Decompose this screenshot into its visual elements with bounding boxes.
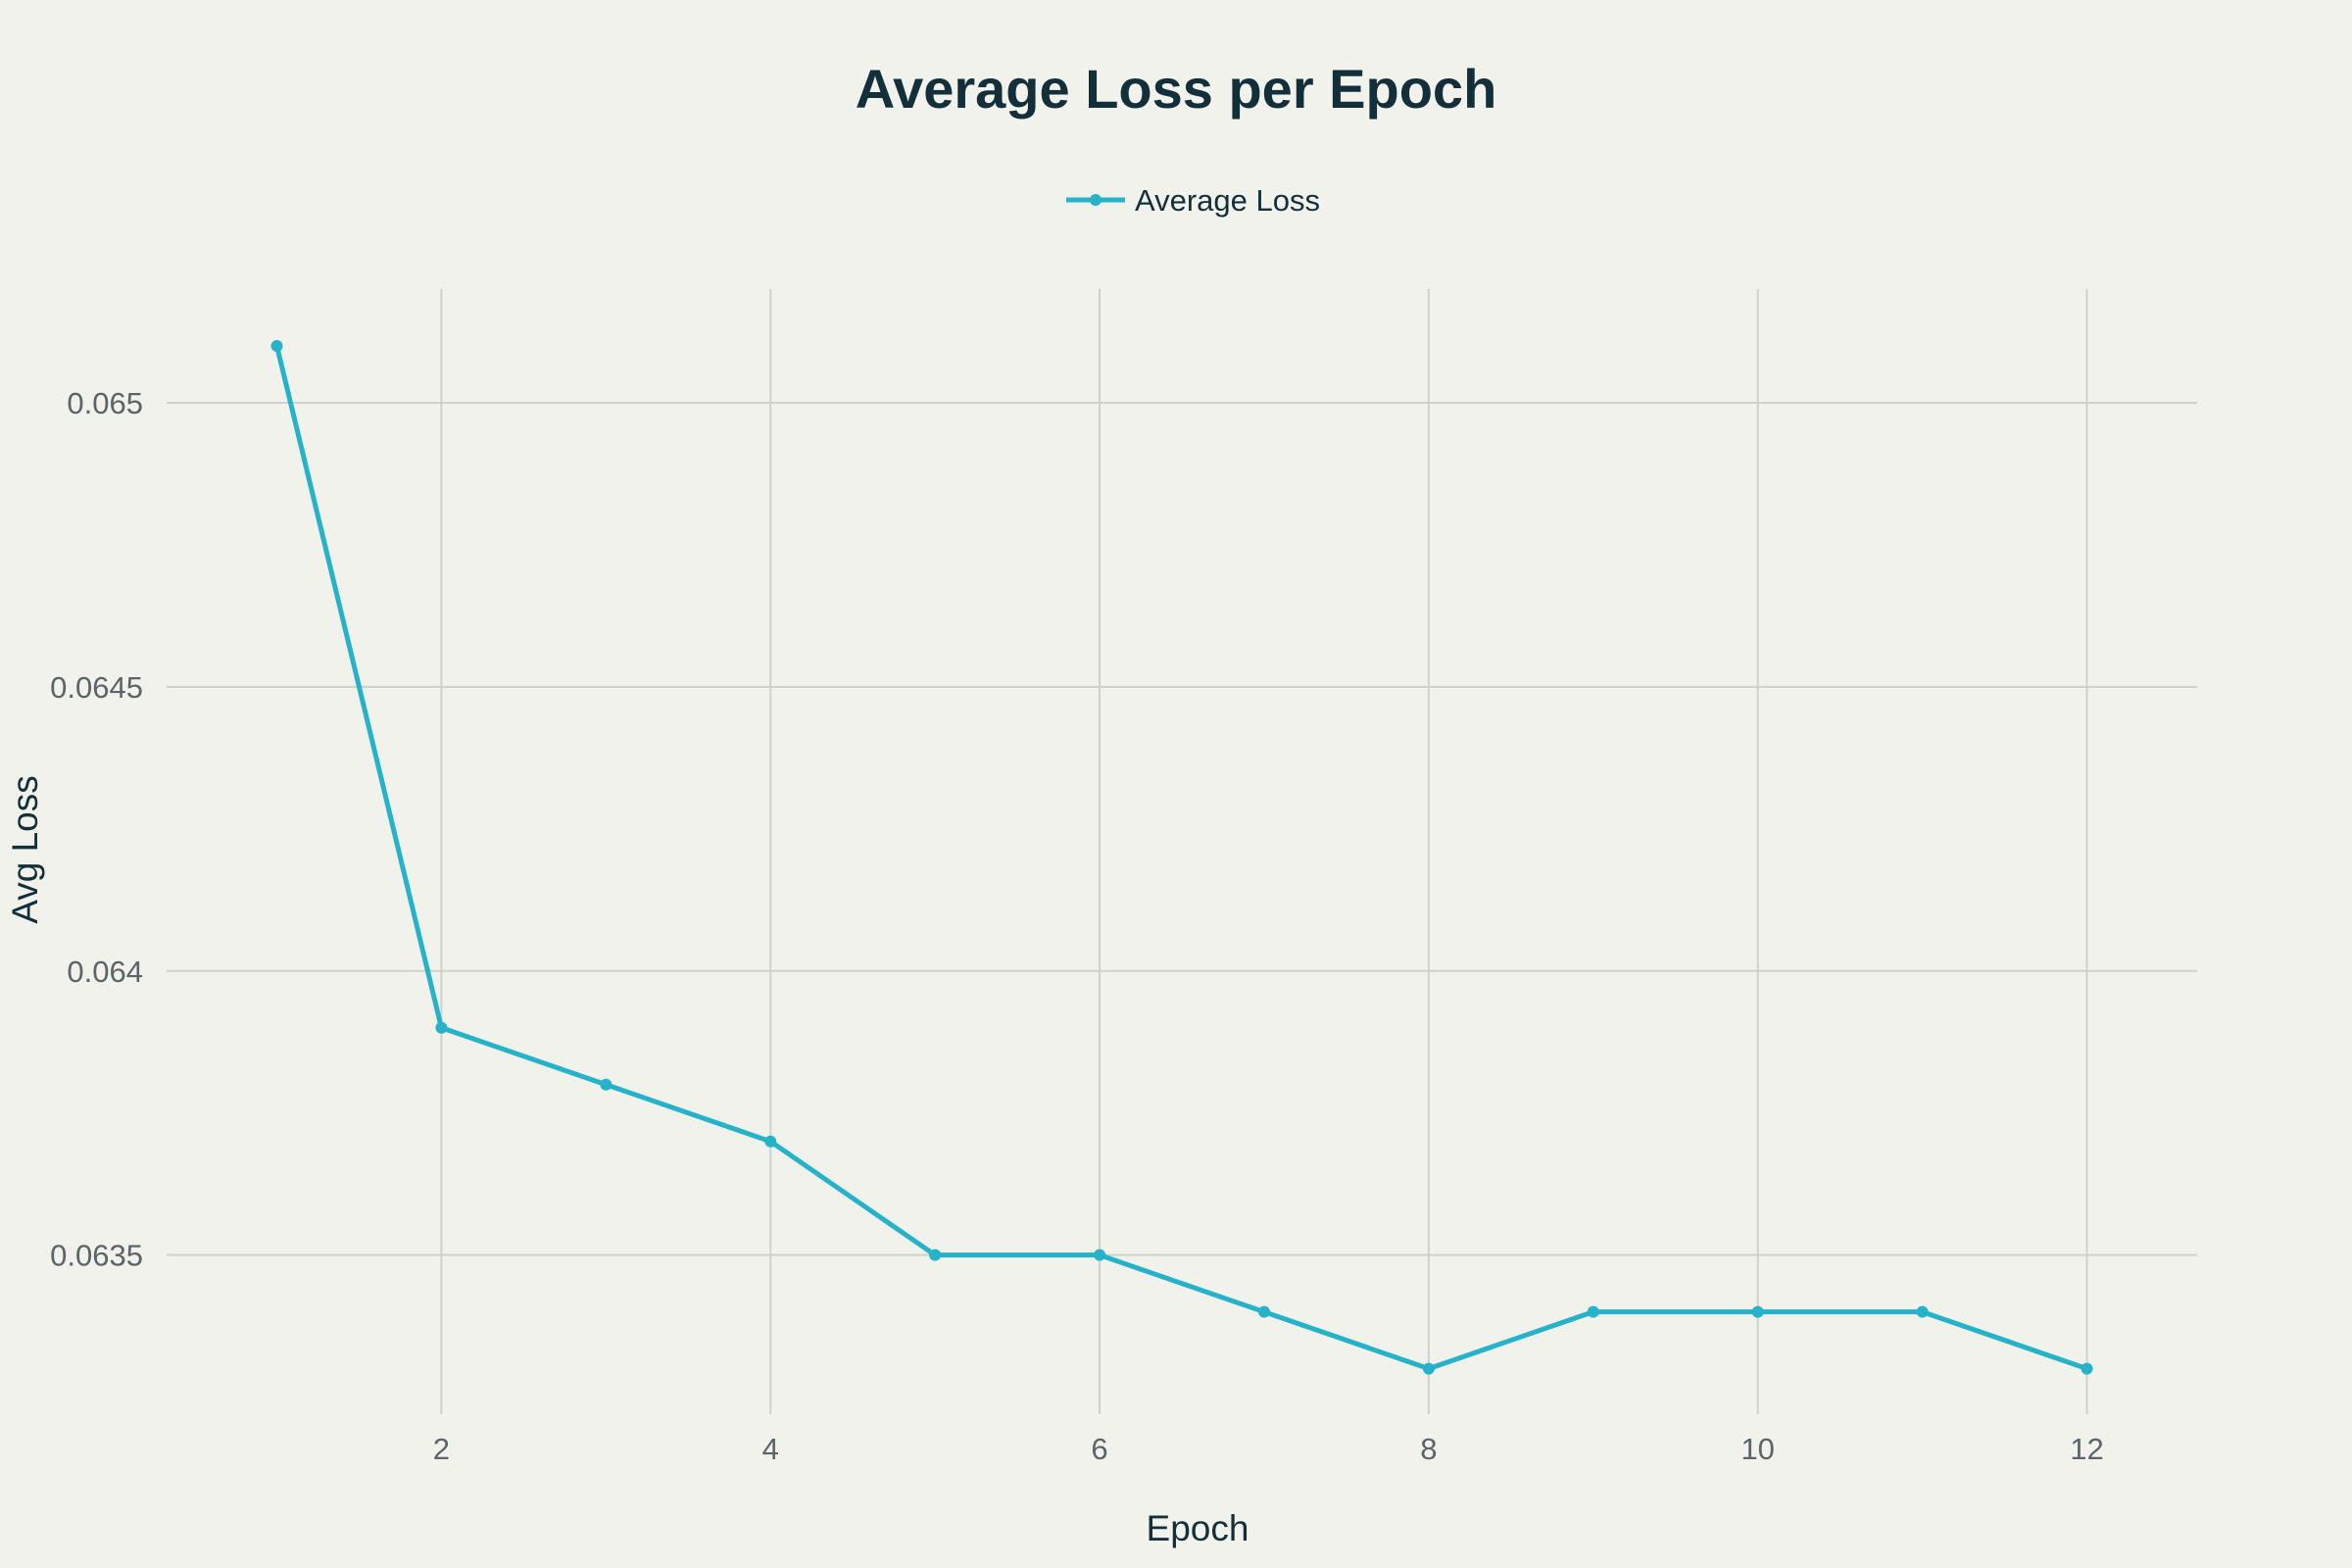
x-tick-label: 12 — [2070, 1432, 2103, 1466]
data-point[interactable] — [1587, 1305, 1599, 1318]
data-point[interactable] — [2081, 1362, 2093, 1375]
data-point[interactable] — [1916, 1305, 1929, 1318]
data-point[interactable] — [1094, 1249, 1106, 1261]
gridlines — [167, 289, 2197, 1414]
axes: 0.0635 0.064 0.0645 0.065 2 4 6 8 10 12 — [50, 386, 2104, 1466]
data-point[interactable] — [764, 1135, 777, 1148]
legend-label: Average Loss — [1135, 183, 1320, 218]
legend[interactable]: Average Loss — [1066, 183, 1320, 218]
data-point[interactable] — [435, 1021, 448, 1034]
data-point[interactable] — [1751, 1305, 1764, 1318]
data-point[interactable] — [1257, 1305, 1270, 1318]
x-tick-label: 6 — [1091, 1432, 1107, 1466]
x-tick-label: 10 — [1740, 1432, 1774, 1466]
y-tick-label: 0.065 — [67, 386, 143, 420]
chart-title: Average Loss per Epoch — [855, 58, 1497, 120]
y-axis-title: Avg Loss — [5, 775, 45, 924]
y-tick-label: 0.0635 — [50, 1239, 143, 1273]
series-layer — [270, 339, 2093, 1375]
data-point[interactable] — [600, 1078, 612, 1091]
y-tick-label: 0.0645 — [50, 670, 143, 705]
data-point[interactable] — [270, 339, 283, 352]
x-tick-label: 8 — [1420, 1432, 1437, 1466]
data-point[interactable] — [1422, 1362, 1435, 1375]
x-tick-label: 2 — [433, 1432, 450, 1466]
series-line — [274, 343, 2089, 1372]
legend-dot-marker — [1090, 194, 1102, 206]
x-tick-label: 4 — [762, 1432, 779, 1466]
x-axis-title: Epoch — [1147, 1508, 1250, 1548]
data-point[interactable] — [929, 1249, 942, 1261]
y-tick-label: 0.064 — [67, 955, 143, 989]
